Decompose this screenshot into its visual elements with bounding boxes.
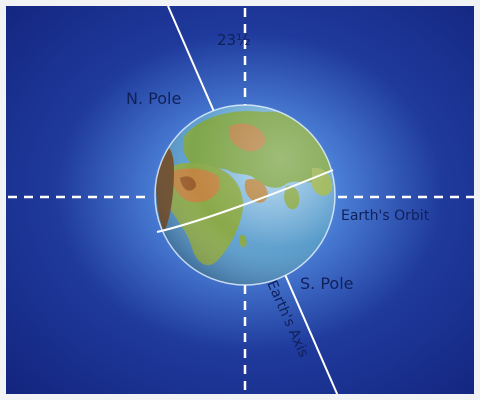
earth-globe bbox=[154, 104, 336, 286]
tilt-angle-label: 23½ bbox=[217, 31, 251, 49]
equator-line bbox=[156, 169, 334, 233]
north-pole-label: N. Pole bbox=[126, 89, 181, 108]
earths-orbit-label: Earth's Orbit bbox=[341, 208, 430, 224]
south-pole-label: S. Pole bbox=[300, 274, 353, 293]
